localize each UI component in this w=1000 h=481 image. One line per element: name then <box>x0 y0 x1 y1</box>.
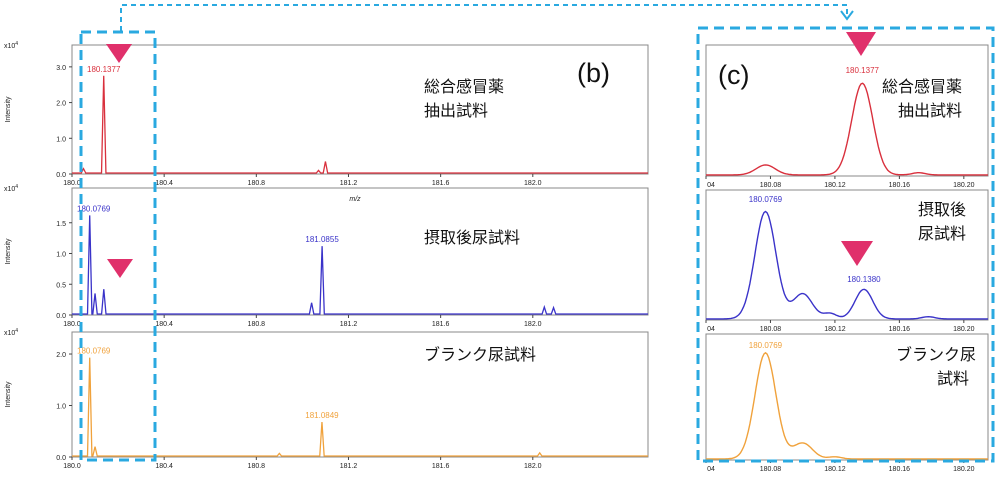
b-xtick-label: 180.4 <box>155 180 173 187</box>
b-plot-frame <box>71 44 649 175</box>
panel-c-label: (c) <box>718 60 750 90</box>
b-xtick-label: 180.8 <box>248 180 266 187</box>
c-xtick-label: 180.20 <box>953 466 975 473</box>
c-xtick-label: 180.12 <box>824 466 846 473</box>
c-xtick-label: 180.16 <box>889 466 911 473</box>
c-xtick-label: 180.12 <box>824 182 846 189</box>
c-plot-frame <box>705 189 989 321</box>
b-ylabel: Intensity <box>5 238 12 265</box>
marker-triangle-icon <box>107 259 133 278</box>
b-xlabel: m/z <box>349 196 361 203</box>
b-peak-label: 181.0855 <box>305 235 339 244</box>
b-ytick-label: 1.0 <box>56 404 66 411</box>
b-plot-frame <box>71 187 649 316</box>
marker-triangle-icon <box>841 241 873 266</box>
c-xtick-label: 180.08 <box>760 466 782 473</box>
c-peak-label: 180.0769 <box>749 341 783 350</box>
c-label-blank-line2: 試料 <box>937 369 970 388</box>
b-xtick-label: 182.0 <box>524 463 542 470</box>
b-spectrum-line <box>72 75 648 174</box>
c-label-blank-line1: ブランク尿 <box>896 345 977 364</box>
c-spectrum-line <box>706 210 988 320</box>
b-xtick-label: 180.8 <box>248 321 266 328</box>
panel-b: 0.0 1.0 2.0 3.0 x104 Intensity 180.0 180.4 180.8… <box>4 41 649 470</box>
b-xtick-label: 180.0 <box>63 463 81 470</box>
c-xtick-label: 04 <box>707 326 715 333</box>
b-spectrum-line <box>72 215 648 315</box>
c-peak-label: 180.0769 <box>749 195 783 204</box>
b-ytick-label: 1.5 <box>56 221 66 228</box>
b-peak-label: 180.1377 <box>87 65 121 74</box>
panel-c: 04 180.08 180.12 180.16 180.20 180.1377 04 180.… <box>705 44 989 473</box>
b-xtick-label: 180.0 <box>63 321 81 328</box>
b-spectrum-line <box>72 357 648 457</box>
b-ytick-label: 2.0 <box>56 101 66 108</box>
b-xtick-label: 181.2 <box>340 180 358 187</box>
sample-label-drug-line2: 抽出試料 <box>424 101 489 120</box>
b-xtick-label: 181.2 <box>340 463 358 470</box>
c-xtick-label: 180.20 <box>953 182 975 189</box>
b-scale-factor: x104 <box>4 328 18 337</box>
c-label-post-line1: 摂取後 <box>918 200 967 219</box>
marker-triangle-icon <box>846 32 876 56</box>
zoom-region-box <box>79 30 157 462</box>
b-scale-exp: 4 <box>15 328 18 334</box>
b-peak-label: 180.0769 <box>77 204 111 213</box>
b-ytick-label: 3.0 <box>56 65 66 72</box>
b-ylabel: Intensity <box>5 381 12 408</box>
b-ytick-label: 0.5 <box>56 282 66 289</box>
b-scale-exp: 4 <box>15 184 18 190</box>
b-peak-label: 180.0769 <box>77 347 111 356</box>
b-scale-factor: x104 <box>4 184 18 193</box>
c-label-drug-line1: 総合感冒薬 <box>882 77 963 96</box>
c-xtick-label: 180.20 <box>953 326 975 333</box>
c-xtick-label: 180.16 <box>889 326 911 333</box>
highlight-overlays <box>79 4 995 463</box>
b-scale-factor: x104 <box>4 41 18 50</box>
panel-b-label: (b) <box>577 58 610 88</box>
zoom-panel-box <box>696 26 995 463</box>
c-xtick-label: 04 <box>707 182 715 189</box>
c-xtick-label: 180.08 <box>760 182 782 189</box>
b-xtick-label: 182.0 <box>524 180 542 187</box>
c-peak-label: 180.1377 <box>846 66 880 75</box>
c-spectrum-line <box>706 351 988 460</box>
b-xtick-label: 180.8 <box>248 463 266 470</box>
b-ytick-label: 0.0 <box>56 455 66 462</box>
b-xtick-label: 182.0 <box>524 321 542 328</box>
sample-label-drug-line1: 総合感冒薬 <box>424 77 505 96</box>
b-scale-exp: 4 <box>15 41 18 47</box>
b-ylabel: Intensity <box>5 96 12 123</box>
sample-label-blank-urine: ブランク尿試料 <box>424 345 537 364</box>
b-xtick-label: 181.6 <box>432 321 450 328</box>
c-xtick-label: 04 <box>707 466 715 473</box>
c-xtick-label: 180.12 <box>824 326 846 333</box>
b-ytick-label: 0.0 <box>56 313 66 320</box>
c-peak-label: 180.1380 <box>847 275 881 284</box>
c-xtick-label: 180.08 <box>760 326 782 333</box>
b-xtick-label: 180.4 <box>155 463 173 470</box>
b-ytick-label: 0.0 <box>56 172 66 179</box>
b-xtick-label: 180.0 <box>63 180 81 187</box>
c-label-drug-line2: 抽出試料 <box>898 101 963 120</box>
c-plot-frame <box>705 333 989 461</box>
marker-triangle-icon <box>106 44 132 63</box>
c-label-post-line2: 尿試料 <box>918 224 967 243</box>
c-xtick-label: 180.16 <box>889 182 911 189</box>
c-spectrum-line <box>706 82 988 176</box>
connector-arrow-line <box>120 4 848 31</box>
b-plot-frame <box>71 331 649 458</box>
c-plot-frame <box>705 44 989 177</box>
b-peak-label: 181.0849 <box>305 411 339 420</box>
connector-arrow-head <box>840 10 854 21</box>
b-xtick-label: 181.6 <box>432 463 450 470</box>
b-ytick-label: 2.0 <box>56 352 66 359</box>
b-ytick-label: 1.0 <box>56 252 66 259</box>
b-ytick-label: 1.0 <box>56 136 66 143</box>
b-xtick-label: 180.4 <box>155 321 173 328</box>
b-xtick-label: 181.2 <box>340 321 358 328</box>
b-xtick-label: 181.6 <box>432 180 450 187</box>
sample-label-post-urine: 摂取後尿試料 <box>424 228 521 247</box>
